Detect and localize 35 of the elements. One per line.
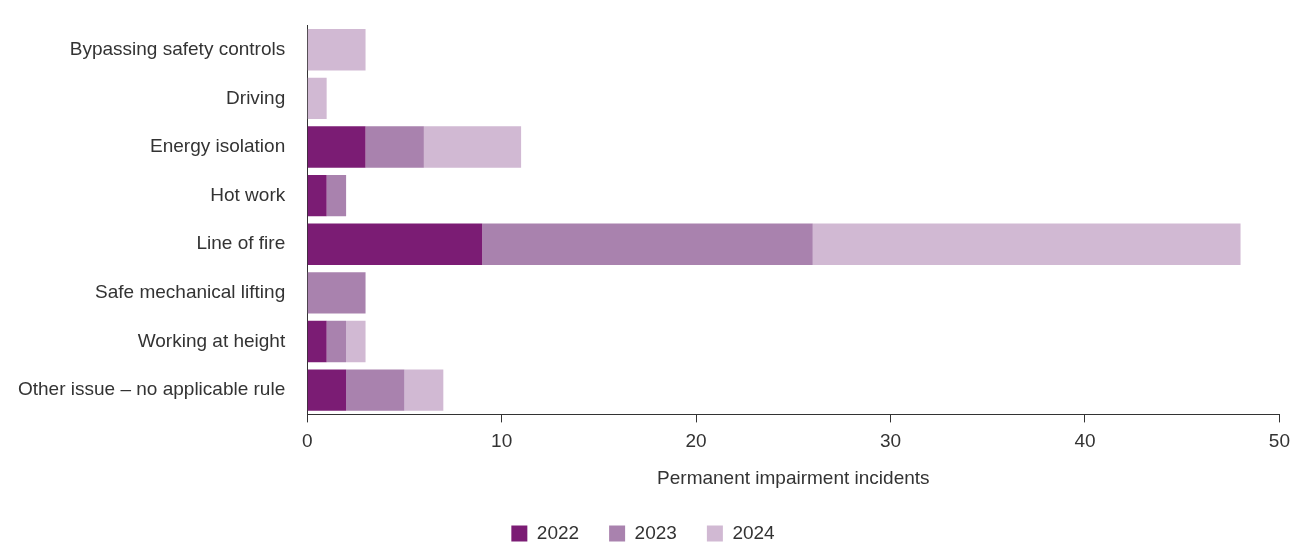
y-tick-label: Hot work: [210, 183, 286, 205]
bar: [326, 320, 347, 363]
bar: [307, 174, 327, 217]
bar: [307, 272, 366, 314]
y-tick-label: Safe mechanical lifting: [95, 281, 286, 303]
legend-label: 2022: [536, 521, 580, 543]
y-tick-label: Driving: [226, 86, 286, 108]
y-tick-label: Bypassing safety controls: [69, 37, 286, 59]
x-tick-label: 20: [685, 430, 707, 452]
bar: [307, 320, 327, 363]
bar: [307, 369, 347, 411]
bar: [307, 29, 366, 71]
x-tick-label: 10: [491, 430, 513, 452]
x-tick-label: 0: [301, 430, 313, 452]
bar: [365, 126, 424, 168]
bar: [307, 223, 483, 265]
x-tick-label: 50: [1268, 430, 1290, 452]
bar: [812, 223, 1241, 265]
y-tick-label: Other issue – no applicable rule: [18, 378, 286, 400]
bar: [482, 223, 813, 265]
bar: [307, 77, 327, 119]
bar: [307, 126, 366, 168]
bar: [423, 126, 522, 168]
bar: [326, 174, 347, 217]
x-axis-title: Permanent impairment incidents: [657, 466, 930, 488]
x-tick-label: 30: [879, 430, 902, 452]
legend-label: 2024: [732, 521, 776, 543]
y-tick-label: Line of fire: [196, 232, 286, 254]
bar: [346, 369, 405, 411]
bar: [346, 320, 366, 363]
y-tick-label: Working at height: [137, 329, 286, 351]
x-tick-label: 40: [1074, 430, 1096, 452]
bar: [404, 369, 444, 411]
y-tick-label: Energy isolation: [150, 135, 286, 157]
legend-label: 2023: [634, 521, 677, 543]
